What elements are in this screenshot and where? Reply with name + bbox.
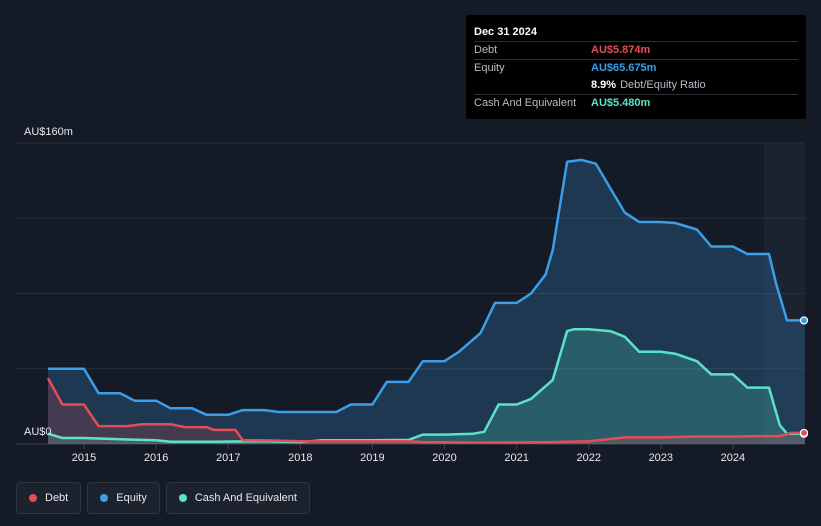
x-tick-label-2018: 2018 <box>288 452 312 464</box>
tooltip-cash-label: Cash And Equivalent <box>474 97 577 109</box>
cash-and-equivalent-line <box>47 327 805 444</box>
x-tick-label-2021: 2021 <box>504 452 528 464</box>
cash-and-equivalent-area <box>48 329 805 444</box>
x-tick-label-2015: 2015 <box>72 452 96 464</box>
equity-end-dot <box>799 316 809 325</box>
tooltip-row-equity: Equity AU$65.675m <box>474 59 798 77</box>
legend-item-equity[interactable]: Equity <box>87 482 160 514</box>
tooltip-cash-value: AU$5.480m <box>591 97 651 109</box>
legend-cash-label: Cash And Equivalent <box>194 492 297 504</box>
grid-lines <box>16 142 805 445</box>
tooltip-ratio-label: Debt/Equity Ratio <box>620 79 706 91</box>
y-tick-label-zero: AU$0 <box>24 426 52 438</box>
x-tick-label-2023: 2023 <box>649 452 673 464</box>
debt-end-dot <box>799 428 809 438</box>
equity-line <box>48 158 805 417</box>
legend-cash-dot-icon <box>178 494 187 502</box>
legend-item-debt[interactable]: Debt <box>16 482 82 514</box>
x-axis-ticks: 2015 2016 2017 2018 2019 2020 2021 2022 2023 2024 <box>72 444 745 464</box>
tooltip-row-debt: Debt AU$5.874m <box>474 41 798 59</box>
legend-item-cash[interactable]: Cash And Equivalent <box>165 482 310 514</box>
chart-legend: Debt Equity Cash And Equivalent <box>16 482 310 514</box>
tooltip-equity-label: Equity <box>474 62 505 74</box>
legend-equity-label: Equity <box>116 492 147 504</box>
tooltip-debt-value: AU$5.874m <box>591 44 651 56</box>
x-tick-label-2020: 2020 <box>432 452 456 464</box>
legend-equity-dot-icon <box>100 494 109 502</box>
series-areas <box>48 159 805 444</box>
equity-area <box>48 159 805 444</box>
legend-debt-dot-icon <box>29 494 37 502</box>
y-tick-label-max: AU$160m <box>24 126 73 138</box>
x-tick-label-2024: 2024 <box>721 452 745 464</box>
tooltip-panel: Dec 31 2024 Debt AU$5.874m Equity AU$65.… <box>466 15 806 119</box>
series-end-markers <box>799 316 809 438</box>
tooltip-row-ratio: 8.9% Debt/Equity Ratio <box>474 77 798 94</box>
tooltip-debt-label: Debt <box>474 44 498 56</box>
series-lines <box>46 158 805 444</box>
tooltip-equity-value: AU$65.675m <box>591 62 657 74</box>
tooltip-date: Dec 31 2024 <box>474 26 537 38</box>
debt-line <box>46 377 805 444</box>
tooltip-ratio-value: 8.9% <box>591 79 617 91</box>
tooltip-row-cash: Cash And Equivalent AU$5.480m <box>474 94 798 112</box>
x-tick-label-2016: 2016 <box>144 452 168 464</box>
legend-debt-label: Debt <box>45 492 69 504</box>
x-tick-label-2017: 2017 <box>216 452 240 464</box>
x-tick-label-2019: 2019 <box>360 452 384 464</box>
x-tick-label-2022: 2022 <box>576 452 600 464</box>
